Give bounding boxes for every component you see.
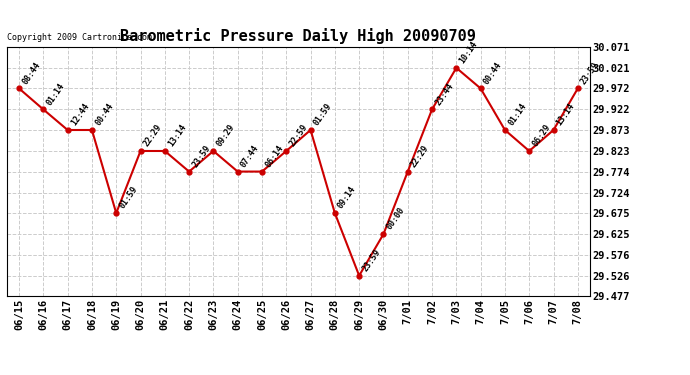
Text: 09:14: 09:14 — [336, 185, 358, 210]
Text: 22:59: 22:59 — [288, 123, 309, 148]
Text: 23:59: 23:59 — [190, 143, 213, 169]
Text: 01:59: 01:59 — [117, 185, 139, 210]
Text: 09:29: 09:29 — [215, 123, 237, 148]
Text: 01:14: 01:14 — [506, 102, 528, 127]
Text: 06:29: 06:29 — [531, 123, 552, 148]
Title: Barometric Pressure Daily High 20090709: Barometric Pressure Daily High 20090709 — [121, 28, 476, 44]
Text: 06:14: 06:14 — [264, 143, 285, 169]
Text: Copyright 2009 Cartronics.com: Copyright 2009 Cartronics.com — [7, 33, 152, 42]
Text: 00:44: 00:44 — [93, 102, 115, 127]
Text: 07:44: 07:44 — [239, 143, 261, 169]
Text: 23:59: 23:59 — [579, 60, 601, 86]
Text: 08:44: 08:44 — [21, 60, 42, 86]
Text: 22:29: 22:29 — [142, 123, 164, 148]
Text: 23:44: 23:44 — [433, 81, 455, 106]
Text: 13:14: 13:14 — [555, 102, 577, 127]
Text: 23:59: 23:59 — [361, 247, 382, 273]
Text: 01:59: 01:59 — [312, 102, 334, 127]
Text: 00:44: 00:44 — [482, 60, 504, 86]
Text: 10:14: 10:14 — [457, 39, 480, 65]
Text: 00:00: 00:00 — [385, 206, 406, 231]
Text: 13:14: 13:14 — [166, 123, 188, 148]
Text: 22:29: 22:29 — [409, 143, 431, 169]
Text: 12:44: 12:44 — [69, 102, 91, 127]
Text: 01:14: 01:14 — [45, 81, 66, 106]
